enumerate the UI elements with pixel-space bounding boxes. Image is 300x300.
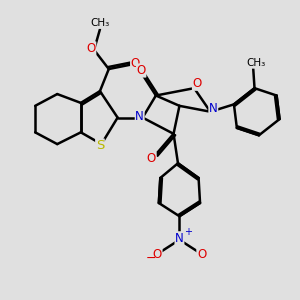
Text: O: O <box>197 248 206 261</box>
Text: O: O <box>147 152 156 165</box>
Text: N: N <box>175 232 184 245</box>
Text: O: O <box>153 248 162 261</box>
Text: O: O <box>131 57 140 70</box>
Text: O: O <box>136 64 146 77</box>
Text: S: S <box>96 139 104 152</box>
Text: O: O <box>193 77 202 90</box>
Text: CH₃: CH₃ <box>246 58 266 68</box>
Text: N: N <box>209 102 218 115</box>
Text: CH₃: CH₃ <box>90 18 110 28</box>
Text: O: O <box>86 42 96 55</box>
Text: +: + <box>184 226 192 237</box>
Text: N: N <box>135 110 144 123</box>
Text: −: − <box>145 252 156 265</box>
